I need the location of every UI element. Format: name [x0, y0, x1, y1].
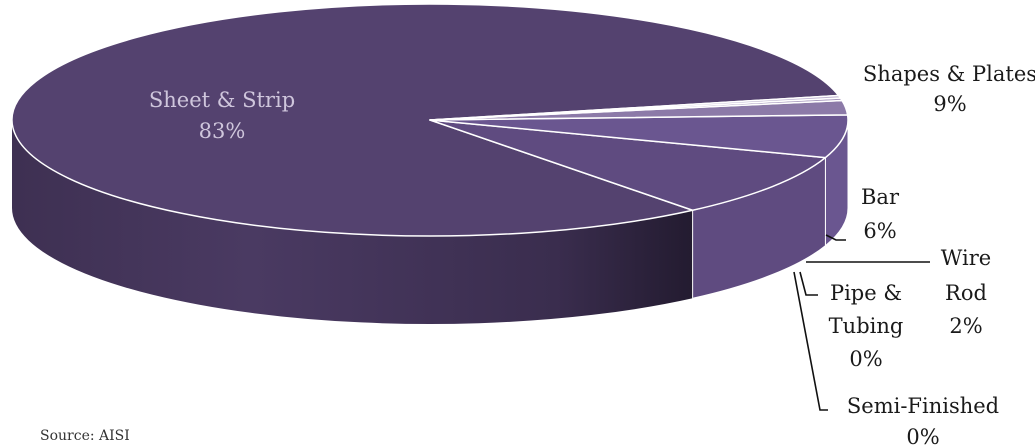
slice-bar	[429, 114, 849, 159]
leader-lines	[793, 234, 930, 411]
slice-label-bar: Bar	[861, 185, 900, 209]
slice-value-wire-rod: 2%	[949, 314, 982, 338]
pie-sides	[12, 119, 849, 325]
source-note: Source: AISI	[40, 428, 130, 444]
slice-label-tubing: Tubing	[829, 314, 904, 338]
slice-label-wire: Wire	[941, 246, 991, 270]
leader-semi-finished	[793, 271, 828, 411]
pie-tops	[11, 3, 849, 237]
slice-label-semi-finished: Semi-Finished	[847, 394, 999, 418]
leader-pipe-tubing	[799, 271, 818, 296]
slice-shapes-plates	[429, 119, 827, 211]
slice-value-semi-finished: 0%	[906, 425, 939, 446]
slice-semi-finished	[429, 94, 842, 121]
slice-value-pipe-tubing: 0%	[849, 347, 882, 371]
slice-sheet-strip	[11, 3, 840, 237]
slice-side-sheet-strip	[12, 120, 693, 325]
slice-value-bar: 6%	[863, 219, 896, 243]
slice-value-shapes-plates: 9%	[933, 92, 966, 116]
slice-label-rod: Rod	[945, 281, 987, 305]
slice-label-shapes-plates: Shapes & Plates	[863, 62, 1035, 86]
leader-bar	[825, 234, 846, 241]
slice-label-sheet-strip: Sheet & Strip	[149, 88, 295, 112]
slice-value-sheet-strip: 83%	[199, 119, 246, 143]
slice-label-pipe: Pipe &	[830, 281, 902, 305]
